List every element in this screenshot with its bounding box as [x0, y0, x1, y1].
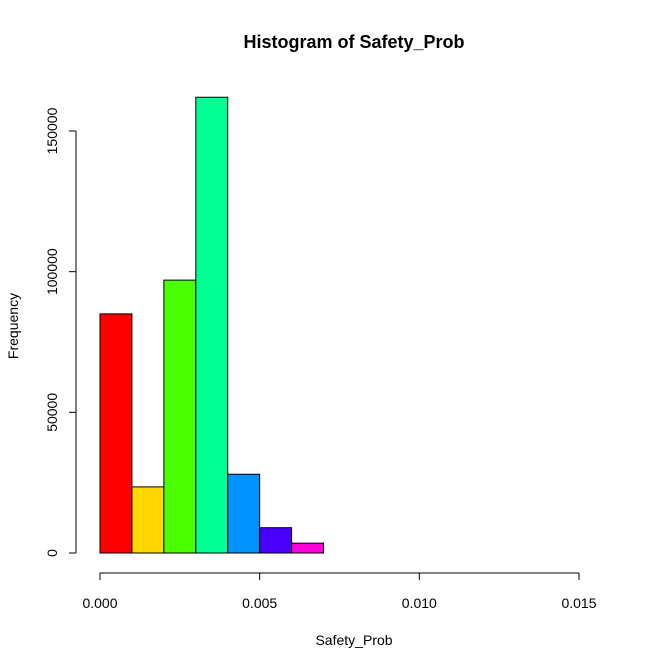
x-tick-label: 0.005	[242, 595, 277, 611]
y-tick-label: 50000	[44, 393, 60, 432]
histogram-bar	[259, 527, 293, 554]
histogram-bar	[195, 96, 229, 554]
y-tick-label: 100000	[44, 248, 60, 295]
y-axis: 0 50000 100000 150000	[44, 107, 77, 557]
histogram-bar	[131, 486, 165, 554]
x-tick-label: 0.000	[82, 595, 117, 611]
x-axis: 0.000 0.005 0.010 0.015	[82, 572, 597, 611]
histogram-bar	[163, 279, 197, 554]
chart-title: Histogram of Safety_Prob	[243, 32, 464, 52]
x-axis-label: Safety_Prob	[315, 632, 392, 648]
y-tick-label: 150000	[44, 107, 60, 154]
bars-group	[99, 96, 325, 554]
histogram-bar	[99, 313, 133, 554]
x-tick-label: 0.010	[402, 595, 437, 611]
x-tick-label: 0.015	[561, 595, 596, 611]
histogram-bar	[291, 542, 325, 554]
y-axis-label: Frequency	[5, 293, 21, 359]
y-tick-label: 0	[44, 549, 60, 557]
histogram-bar	[227, 473, 261, 554]
